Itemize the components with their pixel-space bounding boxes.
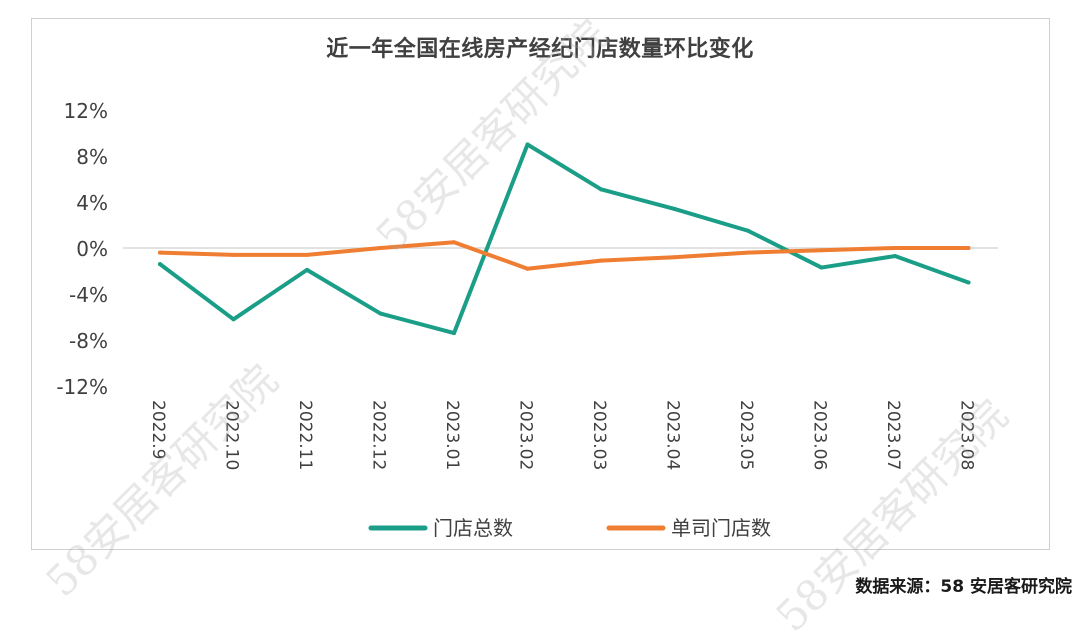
data-point: [672, 255, 677, 260]
x-tick-label: 2022.12: [369, 400, 389, 470]
x-tick-label: 2022.9: [148, 400, 168, 459]
x-tick-label: 2023.05: [736, 400, 756, 470]
data-point: [305, 267, 309, 272]
data-source-note: 数据来源：58 安居客研究院: [855, 577, 1072, 597]
data-point: [525, 142, 530, 147]
data-point: [746, 250, 750, 255]
data-point: [525, 266, 530, 271]
x-tick-label: 2023.02: [516, 400, 536, 470]
x-tick-label: 2023.08: [957, 400, 977, 470]
data-point: [672, 206, 677, 211]
x-tick-label: 2023.01: [442, 400, 462, 470]
data-point: [893, 254, 897, 259]
x-tick-label: 2023.07: [883, 400, 903, 470]
line-chart: 12% 8% 4% 0% -4% -8% -12% 2022.9 2022.10 2022.11 2…: [56, 99, 998, 540]
x-tick-label: 2023.06: [810, 400, 830, 470]
data-point: [966, 246, 971, 250]
data-point: [819, 248, 824, 253]
y-tick-label: 12%: [64, 99, 108, 123]
data-point: [746, 228, 750, 233]
data-point: [231, 317, 236, 322]
y-tick-label: 0%: [76, 237, 108, 261]
data-point: [158, 262, 162, 267]
series-line-1: [158, 142, 971, 336]
y-tick-label: -4%: [69, 283, 108, 307]
data-point: [378, 311, 383, 316]
x-tick-label: 2023.04: [663, 400, 683, 470]
x-tick-label: 2022.11: [295, 400, 315, 470]
y-tick-label: 8%: [76, 145, 108, 169]
series-line-2: [158, 240, 971, 271]
x-tick-label: 2022.10: [222, 400, 242, 470]
data-point: [158, 250, 162, 255]
data-point: [452, 331, 456, 336]
x-tick-label: 2023.03: [589, 400, 609, 470]
data-point: [452, 240, 456, 245]
data-point: [599, 258, 603, 263]
y-tick-label: -12%: [56, 375, 108, 399]
data-point: [893, 246, 897, 250]
y-tick-label: -8%: [69, 329, 108, 353]
y-tick-label: 4%: [76, 191, 108, 215]
data-point: [231, 252, 236, 257]
legend-label-1: 门店总数: [433, 516, 513, 540]
legend-label-2: 单司门店数: [671, 516, 771, 540]
chart-title: 近一年全国在线房产经纪门店数量环比变化: [326, 37, 754, 62]
data-point: [378, 246, 383, 250]
data-point: [966, 280, 971, 285]
data-point: [819, 265, 824, 270]
data-point: [305, 252, 309, 257]
data-point: [599, 187, 603, 192]
chart-frame: [31, 18, 1050, 550]
